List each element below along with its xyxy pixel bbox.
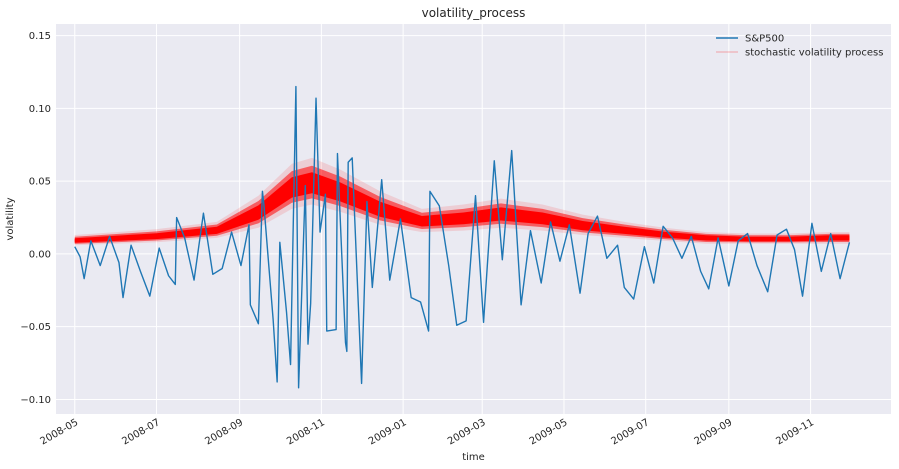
- y-tick-label: 0.05: [29, 177, 51, 188]
- x-tick-label: 2009-07: [610, 417, 652, 447]
- legend-label-sp500: S&P500: [745, 34, 784, 45]
- x-tick-label: 2008-05: [39, 417, 81, 447]
- y-tick-label: 0.15: [29, 31, 51, 42]
- y-tick-label: −0.05: [20, 322, 51, 333]
- x-axis-label: time: [462, 452, 485, 463]
- sp500-line: [74, 85, 851, 389]
- y-axis-label: volatility: [5, 197, 16, 240]
- x-tick-labels: 2008-05 2008-07 2008-09 2008-11 2009-01 2009-…: [39, 417, 817, 447]
- y-tick-label: 0.10: [29, 104, 51, 115]
- chart-title: volatility_process: [422, 6, 526, 20]
- x-tick-label: 2008-09: [203, 417, 245, 447]
- x-tick-label: 2009-09: [693, 417, 735, 447]
- y-tick-label: −0.10: [20, 395, 51, 406]
- x-tick-label: 2009-11: [774, 417, 816, 447]
- x-tick-label: 2009-05: [528, 417, 570, 447]
- x-tick-label: 2008-11: [285, 417, 327, 447]
- x-tick-label: 2009-03: [446, 417, 488, 447]
- y-tick-label: 0.00: [29, 249, 51, 260]
- legend-label-stochastic-volatility: stochastic volatility process: [745, 48, 883, 59]
- legend: S&P500 stochastic volatility process: [716, 34, 883, 59]
- x-tick-label: 2008-07: [120, 417, 162, 447]
- series-lines: [74, 85, 851, 389]
- y-tick-labels: −0.10 −0.05 0.00 0.05 0.10 0.15: [20, 31, 51, 406]
- x-tick-label: 2009-01: [367, 417, 409, 447]
